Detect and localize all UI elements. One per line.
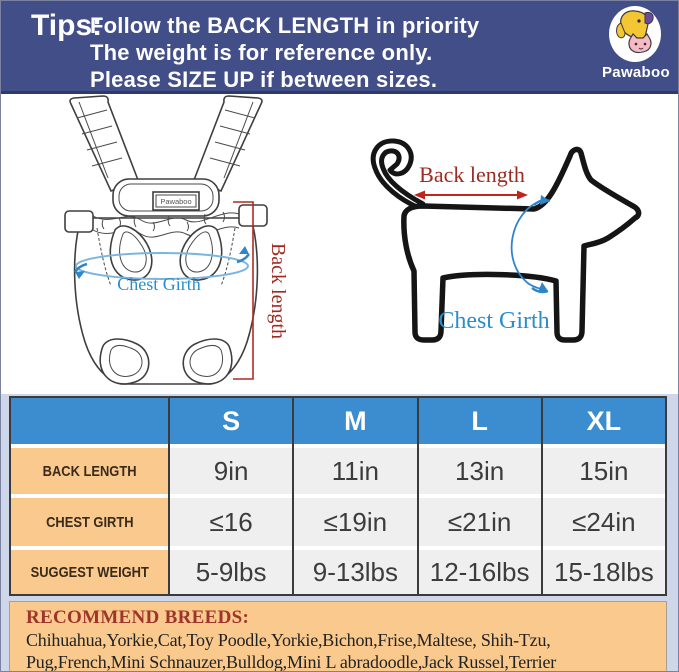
dog-back-length-label: Back length [419, 162, 525, 187]
breeds-line-1: Chihuahua,Yorkie,Cat,Toy Poodle,Yorkie,B… [26, 630, 551, 650]
row-label-chest-girth: CHEST GIRTH [11, 494, 168, 546]
column-header-xl: XL [542, 398, 665, 444]
breeds-line-2: Pug,French,Mini Schnauzer,Bulldog,Mini L… [26, 652, 557, 672]
tips-text: Follow the BACK LENGTH in priority The w… [90, 12, 479, 93]
carrier-back-length-label: Back length [267, 243, 289, 339]
recommend-breeds-title: RECOMMEND BREEDS: [26, 607, 250, 628]
suggest-weight-s: 5-9lbs [170, 546, 293, 594]
chest-girth-xl: ≤24in [542, 494, 665, 546]
carrier-diagram: Pawaboo Chest Girth [64, 95, 289, 385]
pawaboo-logo-text: Pawaboo [602, 64, 670, 81]
back-length-l: 13in [418, 444, 541, 494]
chest-girth-l: ≤21in [418, 494, 541, 546]
column-header-l: L [418, 398, 541, 444]
size-table: S M L XL BACK LENGTH 9in 11in 13in 15in … [9, 396, 667, 596]
row-label-suggest-weight: SUGGEST WEIGHT [11, 546, 168, 594]
suggest-weight-l: 12-16lbs [418, 546, 541, 594]
tips-line-3: Please SIZE UP if between sizes. [90, 67, 438, 92]
tips-label: Tips: [31, 9, 103, 42]
chest-girth-m: ≤19in [294, 494, 417, 546]
column-header-s: S [170, 398, 293, 444]
carrier-chest-girth-label: Chest Girth [117, 274, 201, 294]
pawaboo-logo-icon [609, 6, 661, 62]
back-length-xl: 15in [542, 444, 665, 494]
row-label-back-length: BACK LENGTH [11, 444, 168, 494]
dog-chest-girth-label: Chest Girth [438, 308, 549, 334]
tips-header: Tips: Follow the BACK LENGTH in priority… [1, 1, 678, 94]
size-table-section: S M L XL BACK LENGTH 9in 11in 13in 15in … [1, 394, 678, 672]
back-length-s: 9in [170, 444, 293, 494]
chest-girth-s: ≤16 [170, 494, 293, 546]
recommend-breeds-box: RECOMMEND BREEDS: Chihuahua,Yorkie,Cat,T… [9, 601, 667, 672]
suggest-weight-xl: 15-18lbs [542, 546, 665, 594]
tips-line-2: The weight is for reference only. [90, 40, 433, 65]
dog-diagram: Back length Chest Girth [370, 138, 642, 343]
carrier-brand-label: Pawaboo [160, 197, 191, 206]
measurement-diagrams: Pawaboo Chest Girth [1, 94, 678, 394]
tips-line-1: Follow the BACK LENGTH in priority [90, 13, 480, 38]
table-corner-cell [11, 398, 168, 444]
column-header-m: M [294, 398, 417, 444]
pawaboo-logo: Pawaboo [602, 5, 670, 81]
back-length-m: 11in [294, 444, 417, 494]
suggest-weight-m: 9-13lbs [294, 546, 417, 594]
